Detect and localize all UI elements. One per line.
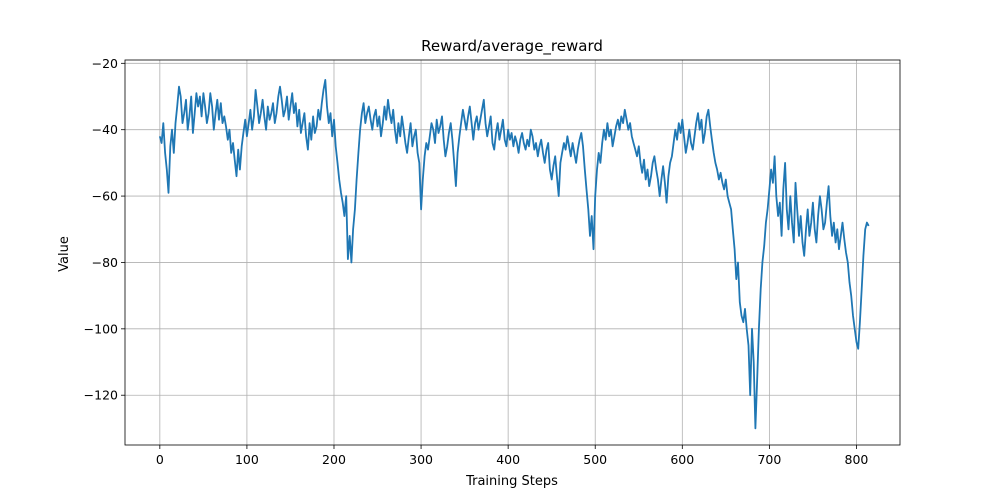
x-axis-ticks: 0 100 200 300 400 500 600 700 800	[156, 445, 869, 467]
chart-title: Reward/average_reward	[421, 37, 603, 56]
y-axis-label: Value	[57, 236, 72, 272]
x-tick-label: 700	[757, 452, 781, 467]
series-layer	[158, 79, 870, 430]
y-tick-label: −60	[92, 189, 118, 204]
x-tick-label: 500	[583, 452, 607, 467]
y-axis-ticks: −20 −40 −60 −80 −100 −120	[84, 56, 125, 403]
x-tick-label: 300	[409, 452, 433, 467]
y-tick-label: −80	[92, 255, 118, 270]
y-tick-label: −120	[84, 388, 118, 403]
series-line	[158, 79, 870, 430]
y-tick-label: −100	[84, 321, 118, 336]
x-tick-label: 100	[235, 452, 259, 467]
grid-lines	[125, 60, 900, 445]
x-tick-label: 800	[845, 452, 869, 467]
plot-frame	[124, 59, 901, 446]
y-tick-label: −40	[92, 122, 118, 137]
x-tick-label: 200	[322, 452, 346, 467]
x-tick-label: 0	[156, 452, 164, 467]
x-tick-label: 600	[670, 452, 694, 467]
x-axis-label: Training Steps	[465, 474, 558, 489]
y-tick-label: −20	[92, 56, 118, 71]
x-tick-label: 400	[496, 452, 520, 467]
